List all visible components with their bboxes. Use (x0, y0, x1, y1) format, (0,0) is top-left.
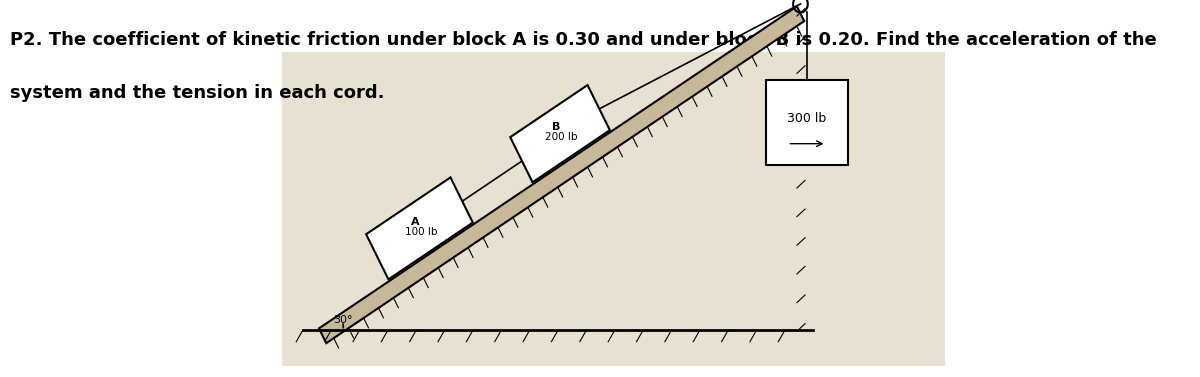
Text: system and the tension in each cord.: system and the tension in each cord. (10, 84, 384, 102)
Polygon shape (767, 80, 847, 165)
Text: 200 lb: 200 lb (545, 132, 577, 143)
Text: B: B (552, 122, 560, 132)
Text: P2. The coefficient of kinetic friction under block A is 0.30 and under block B : P2. The coefficient of kinetic friction … (10, 31, 1157, 49)
Text: 100 lb: 100 lb (404, 227, 437, 237)
Bar (282, 52, 944, 366)
Polygon shape (319, 6, 804, 343)
Polygon shape (510, 85, 610, 182)
Text: 300 lb: 300 lb (787, 112, 827, 124)
Text: A: A (412, 217, 420, 227)
Polygon shape (366, 178, 473, 279)
Text: 30°: 30° (334, 314, 353, 325)
